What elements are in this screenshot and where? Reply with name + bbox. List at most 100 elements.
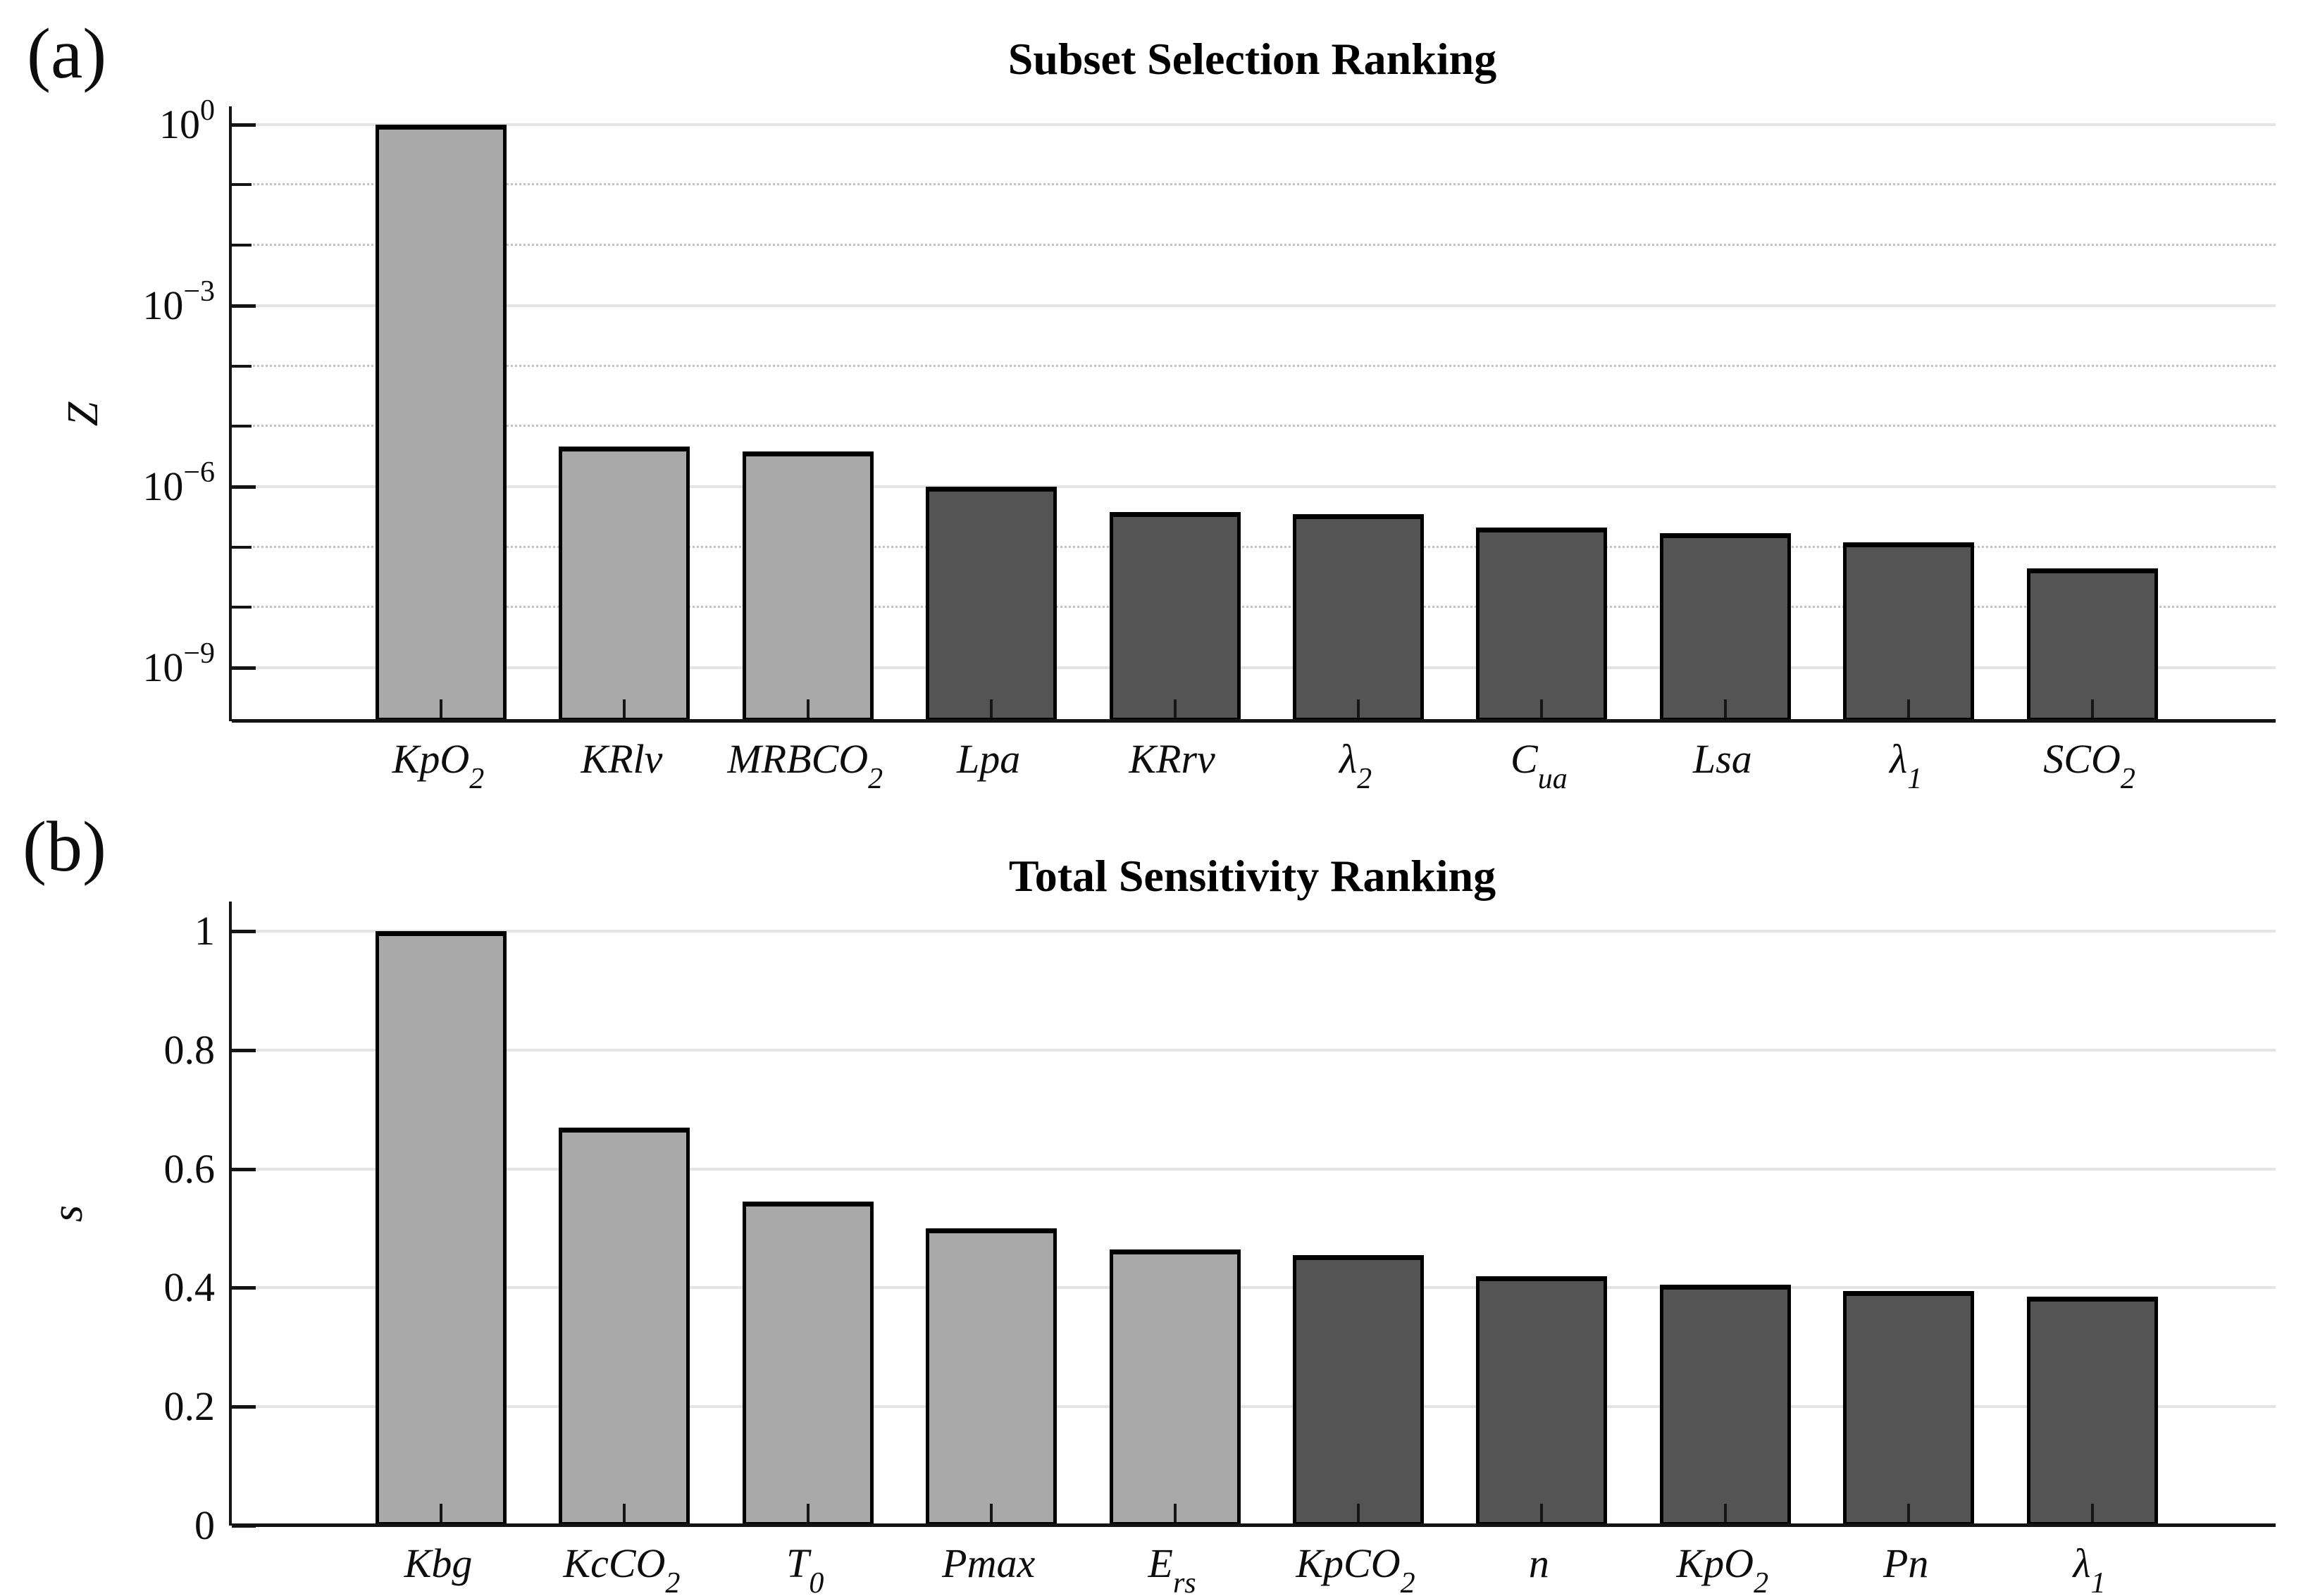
category-label-n: n bbox=[1528, 1540, 1549, 1586]
category-label-E_rs: Ers bbox=[1148, 1540, 1196, 1596]
gridline-major bbox=[232, 930, 2276, 933]
x-axis-line bbox=[232, 1523, 2276, 1527]
category-label-KpO_2: KpO2 bbox=[1676, 1540, 1769, 1596]
bar-E_rs bbox=[1109, 1249, 1241, 1526]
x-axis-tick bbox=[1540, 1504, 1544, 1522]
bar-Lsa bbox=[1659, 532, 1791, 721]
bar-T_0 bbox=[742, 1202, 874, 1526]
y-axis-tick bbox=[232, 545, 252, 549]
gridline-major bbox=[232, 485, 2276, 488]
bar-C_ua bbox=[1476, 528, 1608, 721]
y-tick-label: 0.8 bbox=[163, 1026, 216, 1073]
x-axis-tick bbox=[806, 1504, 810, 1522]
x-axis-tick bbox=[440, 699, 442, 718]
panel-a-tag: (a) bbox=[27, 14, 107, 94]
gridline-minor bbox=[232, 425, 2276, 428]
x-axis-tick bbox=[1723, 1504, 1727, 1522]
y-axis-tick bbox=[232, 1286, 256, 1290]
gridline-minor bbox=[232, 364, 2276, 367]
bar-lambda_1 bbox=[1843, 542, 1975, 721]
x-axis-tick bbox=[1723, 699, 1727, 718]
y-tick-label: 1 bbox=[194, 908, 215, 954]
category-label-T_0: T0 bbox=[786, 1540, 824, 1596]
gridline-major bbox=[232, 666, 2276, 670]
panel-a-title: Subset Selection Ranking bbox=[1007, 34, 1497, 84]
category-label-KRlv: KRlv bbox=[581, 736, 663, 782]
x-axis-tick bbox=[1907, 699, 1911, 718]
gridline-minor bbox=[232, 183, 2276, 186]
y-axis-tick bbox=[232, 123, 256, 127]
category-label-KpCO_2: KpCO2 bbox=[1296, 1540, 1415, 1596]
x-axis-tick bbox=[2090, 699, 2094, 718]
y-axis-tick bbox=[232, 183, 252, 187]
y-tick-label: 0 bbox=[194, 1502, 215, 1548]
bar-KRrv bbox=[1109, 512, 1241, 721]
x-axis-tick bbox=[990, 699, 993, 718]
category-label-Lsa: Lsa bbox=[1692, 736, 1752, 782]
bar-MRBCO_2 bbox=[742, 451, 874, 721]
y-axis-tick bbox=[232, 425, 252, 428]
x-axis-tick bbox=[623, 1504, 626, 1522]
bar-Pn bbox=[1843, 1290, 1975, 1526]
category-label-C_ua: Cua bbox=[1511, 736, 1568, 795]
x-axis-tick bbox=[1357, 699, 1360, 718]
gridline-major bbox=[232, 304, 2276, 307]
panel-b-title: Total Sensitivity Ranking bbox=[1008, 851, 1496, 901]
bar-lambda_2 bbox=[1293, 514, 1424, 721]
x-axis-tick bbox=[990, 1504, 993, 1522]
bar-KRlv bbox=[559, 447, 690, 721]
gridline-major bbox=[232, 1048, 2276, 1052]
y-axis-tick bbox=[232, 244, 252, 247]
category-label-Pn: Pn bbox=[1883, 1540, 1929, 1586]
y-tick-label: 0.4 bbox=[163, 1264, 216, 1311]
y-axis-tick bbox=[232, 1405, 256, 1409]
gridline-minor bbox=[232, 545, 2276, 548]
y-axis-tick bbox=[232, 930, 256, 934]
bar-SCO_2 bbox=[2026, 568, 2158, 721]
panel-b-tag: (b) bbox=[23, 807, 106, 887]
bar-Kbg bbox=[376, 931, 507, 1526]
y-axis-tick bbox=[232, 1167, 256, 1171]
gridline-major bbox=[232, 123, 2276, 126]
bar-KpCO_2 bbox=[1293, 1255, 1424, 1526]
gridline-major bbox=[232, 1405, 2276, 1409]
x-axis-tick bbox=[1907, 1504, 1911, 1522]
bar-KpO_2 bbox=[1659, 1285, 1791, 1526]
y-axis-tick bbox=[232, 304, 256, 308]
gridline-minor bbox=[232, 244, 2276, 247]
x-axis-tick bbox=[1540, 699, 1544, 718]
y-tick-label: 100 bbox=[159, 94, 215, 147]
bar-Pmax bbox=[926, 1228, 1058, 1526]
x-axis-tick bbox=[440, 1504, 442, 1522]
y-tick-label: 0.6 bbox=[163, 1145, 216, 1192]
bar-lambda_1 bbox=[2026, 1297, 2158, 1526]
x-axis-tick bbox=[806, 699, 810, 718]
gridline-major bbox=[232, 1167, 2276, 1171]
panel-b-plot-area bbox=[229, 902, 2276, 1528]
x-axis-tick bbox=[1173, 1504, 1177, 1522]
panel-a-plot-area bbox=[229, 106, 2276, 723]
y-tick-label: 10−6 bbox=[142, 456, 215, 509]
category-label-lambda_2: λ2 bbox=[1339, 736, 1372, 795]
category-label-KRrv: KRrv bbox=[1129, 736, 1215, 782]
y-tick-label: 10−3 bbox=[142, 275, 215, 328]
panel-b-ylabel: s bbox=[44, 1204, 92, 1223]
y-tick-label: 10−9 bbox=[142, 637, 215, 691]
category-label-lambda_1: λ1 bbox=[2073, 1540, 2106, 1596]
category-label-KpO_2: KpO2 bbox=[392, 736, 485, 795]
y-tick-label: 0.2 bbox=[163, 1383, 216, 1430]
y-axis-tick bbox=[232, 666, 256, 671]
category-label-MRBCO_2: MRBCO2 bbox=[727, 736, 883, 795]
y-axis-tick bbox=[232, 606, 252, 609]
x-axis-tick bbox=[1357, 1504, 1360, 1522]
x-axis-line bbox=[232, 719, 2276, 723]
y-axis-tick bbox=[232, 1048, 256, 1052]
y-axis-tick bbox=[232, 364, 252, 368]
bar-KcCO_2 bbox=[559, 1127, 690, 1526]
bar-Lpa bbox=[926, 486, 1058, 721]
gridline-minor bbox=[232, 606, 2276, 609]
gridline-major bbox=[232, 1286, 2276, 1290]
bar-KpO_2 bbox=[376, 124, 507, 721]
panel-a-ylabel: Z bbox=[59, 401, 107, 427]
